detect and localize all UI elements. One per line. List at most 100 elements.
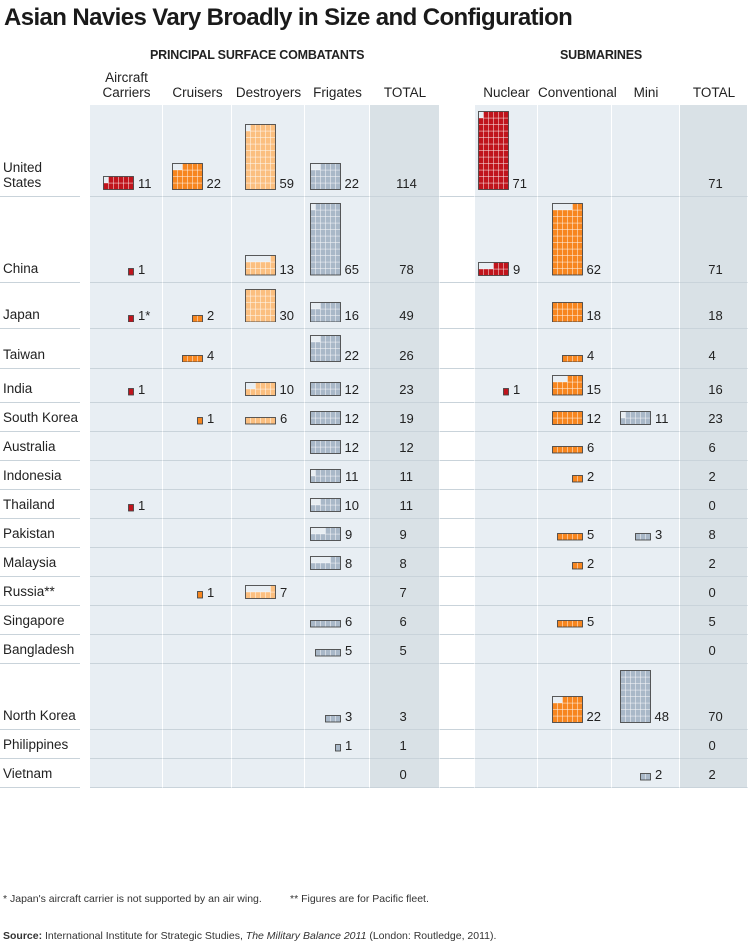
- count-cell: 12: [305, 369, 370, 403]
- count-cell: 2: [538, 547, 612, 577]
- pictogram-outline: [245, 417, 276, 425]
- ship-unit: [561, 381, 568, 389]
- ship-unit: [576, 301, 583, 309]
- pictogram-outline: [557, 620, 583, 628]
- count-value: 0: [708, 737, 716, 753]
- ship-unit: [128, 504, 134, 512]
- ship-unit: [572, 354, 578, 362]
- total-cell: 12: [370, 431, 440, 461]
- ship-unit: [502, 176, 509, 184]
- country-label: Russia**: [0, 577, 80, 606]
- count-value: 6: [280, 410, 288, 426]
- ship-unit: [264, 314, 271, 322]
- count-value: 11: [138, 176, 152, 191]
- ship-unit: [320, 649, 326, 657]
- ship-unit: [315, 468, 321, 476]
- column-header: Cruisers: [172, 85, 223, 100]
- ship-unit: [624, 669, 631, 677]
- count-cell: [475, 489, 538, 519]
- pictogram: [192, 314, 203, 322]
- count-cell: 12: [305, 402, 370, 432]
- ship-unit: [118, 182, 124, 190]
- ship-unit: [629, 689, 636, 697]
- ship-unit: [314, 417, 321, 425]
- count-value: 65: [344, 261, 359, 277]
- pictogram: [245, 584, 276, 599]
- ship-unit: [176, 182, 183, 190]
- ship-unit: [577, 446, 583, 454]
- count-cell: [612, 197, 680, 283]
- ship-unit: [567, 446, 573, 454]
- ship-unit: [571, 301, 578, 309]
- ship-unit: [324, 255, 331, 263]
- ship-unit: [498, 268, 504, 276]
- count-cell: [305, 758, 370, 788]
- count-cell: 22: [163, 105, 232, 197]
- ship-unit: [571, 203, 578, 211]
- pictogram-outline: [310, 526, 341, 541]
- total-cell: 0: [680, 634, 748, 664]
- count-cell: 13: [232, 197, 305, 283]
- count-value: 6: [345, 613, 353, 629]
- pictogram-outline: [309, 203, 341, 276]
- pictogram: [551, 410, 583, 425]
- count-cell: [612, 576, 680, 606]
- ship-unit: [319, 348, 326, 356]
- ship-unit: [244, 176, 251, 184]
- ship-unit: [269, 388, 276, 396]
- source-work: The Military Balance 2011: [245, 930, 367, 942]
- ship-unit: [309, 216, 316, 224]
- ship-unit: [644, 708, 651, 716]
- ship-unit: [123, 182, 129, 190]
- ship-unit: [324, 504, 331, 512]
- ship-unit: [330, 555, 336, 563]
- count-cell: [232, 431, 305, 461]
- ship-unit: [319, 209, 326, 217]
- pictogram: [315, 649, 341, 657]
- count-cell: [232, 634, 305, 664]
- ship-unit: [249, 124, 256, 132]
- pictogram: [557, 620, 583, 628]
- ship-unit: [309, 341, 316, 349]
- ship-unit: [259, 137, 266, 145]
- count-cell: 9: [475, 197, 538, 283]
- count-value: 4: [207, 348, 215, 363]
- ship-unit: [625, 410, 631, 418]
- count-cell: [163, 197, 232, 283]
- pictogram: [551, 203, 583, 276]
- country-label: Vietnam: [0, 759, 80, 788]
- count-value: 5: [345, 642, 353, 658]
- ship-unit: [187, 354, 193, 362]
- ship-unit: [250, 591, 256, 599]
- count-cell: [163, 758, 232, 788]
- ship-unit: [645, 773, 651, 781]
- count-value: 16: [708, 381, 723, 397]
- count-value: 10: [279, 381, 294, 397]
- country-label: Indonesia: [0, 461, 80, 490]
- count-cell: 6: [538, 431, 612, 461]
- ship-unit: [324, 446, 331, 454]
- ship-unit: [244, 143, 251, 151]
- pictogram-outline: [245, 584, 276, 599]
- pictogram: [197, 591, 203, 599]
- ship-unit: [576, 708, 583, 716]
- count-value: 18: [586, 308, 601, 323]
- ship-unit: [561, 268, 568, 276]
- ship-unit: [309, 248, 316, 256]
- ship-unit: [254, 176, 261, 184]
- ship-unit: [561, 222, 568, 230]
- ship-unit: [571, 381, 578, 389]
- ship-unit: [310, 475, 316, 483]
- ship-unit: [269, 124, 276, 132]
- panel-gap: [440, 518, 475, 548]
- count-cell: 11: [305, 460, 370, 490]
- ship-unit: [269, 176, 276, 184]
- ship-unit: [309, 176, 316, 184]
- ship-unit: [329, 410, 336, 418]
- column-header: Frigates: [313, 85, 362, 100]
- ship-unit: [309, 169, 316, 177]
- ship-unit: [319, 169, 326, 177]
- ship-unit: [196, 182, 203, 190]
- footnote-japan: * Japan's aircraft carrier is not suppor…: [3, 893, 262, 905]
- ship-unit: [571, 695, 578, 703]
